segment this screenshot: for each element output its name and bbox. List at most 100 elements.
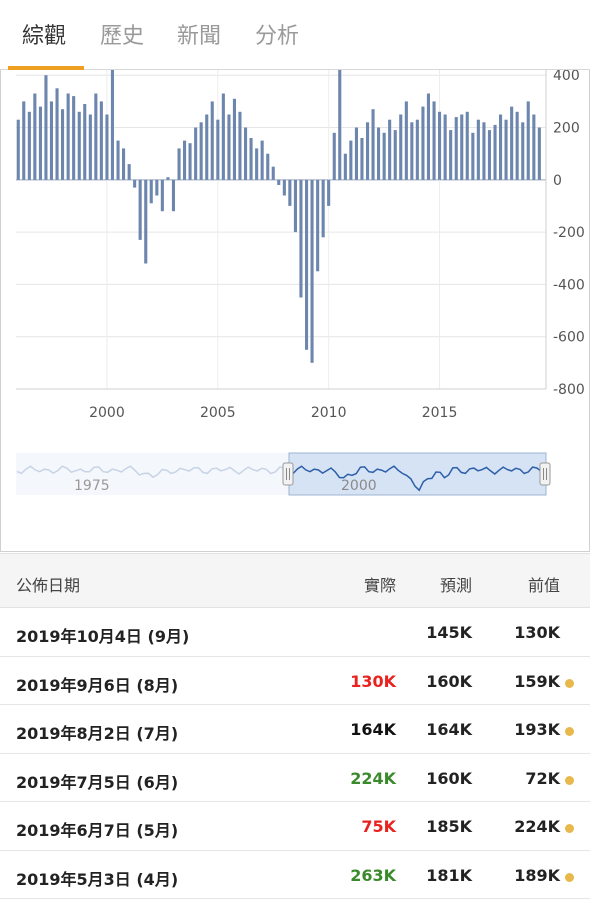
bar[interactable]	[354, 127, 358, 180]
bar[interactable]	[77, 111, 81, 180]
bar[interactable]	[454, 117, 458, 180]
bar[interactable]	[149, 179, 153, 204]
bar[interactable]	[255, 148, 259, 180]
bar[interactable]	[410, 122, 414, 180]
bar[interactable]	[205, 114, 209, 180]
bar[interactable]	[55, 88, 59, 180]
bar[interactable]	[421, 106, 425, 180]
tab-analysis[interactable]: 分析	[255, 24, 300, 49]
navigator-right-handle[interactable]	[539, 462, 551, 486]
bar[interactable]	[288, 179, 292, 206]
bar[interactable]	[321, 179, 325, 238]
revision-dot-icon[interactable]	[565, 775, 574, 785]
bar[interactable]	[526, 101, 530, 180]
table-row[interactable]: 2019年10月4日 (9月) 145K 130K	[0, 608, 590, 657]
bar[interactable]	[299, 179, 303, 298]
bar[interactable]	[171, 179, 175, 212]
bar[interactable]	[415, 119, 419, 180]
bar[interactable]	[382, 132, 386, 180]
bar[interactable]	[216, 119, 220, 180]
bar[interactable]	[238, 111, 242, 180]
bar[interactable]	[327, 179, 331, 206]
table-row[interactable]: 2019年6月7日 (5月) 75K 185K 224K	[0, 802, 590, 851]
bar[interactable]	[271, 166, 275, 180]
bar[interactable]	[83, 104, 87, 180]
bar[interactable]	[426, 93, 430, 180]
bar[interactable]	[515, 111, 519, 180]
bar[interactable]	[504, 119, 508, 180]
bar[interactable]	[44, 75, 48, 180]
revision-dot-icon[interactable]	[565, 872, 574, 882]
bar[interactable]	[249, 138, 253, 180]
bar[interactable]	[471, 132, 475, 180]
bar[interactable]	[305, 179, 309, 350]
bar[interactable]	[338, 70, 342, 180]
bar[interactable]	[266, 153, 270, 180]
bar[interactable]	[105, 114, 109, 180]
bar[interactable]	[94, 93, 98, 180]
bar[interactable]	[493, 124, 497, 180]
bar[interactable]	[244, 127, 248, 180]
range-navigator[interactable]: 1975 2000	[16, 452, 551, 496]
bar[interactable]	[476, 119, 480, 180]
bar[interactable]	[133, 179, 137, 188]
bar[interactable]	[33, 93, 37, 180]
bar[interactable]	[537, 127, 541, 180]
tab-news[interactable]: 新聞	[177, 24, 222, 49]
bar[interactable]	[38, 106, 42, 180]
bar[interactable]	[460, 114, 464, 180]
bar[interactable]	[99, 101, 103, 180]
tab-overview[interactable]: 綜觀	[22, 24, 67, 49]
bar[interactable]	[449, 130, 453, 180]
bar[interactable]	[72, 96, 76, 180]
bar[interactable]	[127, 164, 131, 180]
bar[interactable]	[260, 140, 264, 180]
bar[interactable]	[61, 109, 65, 180]
tab-history[interactable]: 歷史	[100, 24, 145, 49]
bar[interactable]	[360, 138, 364, 180]
bar[interactable]	[166, 177, 170, 180]
bar[interactable]	[399, 114, 403, 180]
bar[interactable]	[465, 111, 469, 180]
table-row[interactable]: 2019年7月5日 (6月) 224K 160K 72K	[0, 754, 590, 802]
bar[interactable]	[438, 111, 442, 180]
bar[interactable]	[293, 179, 297, 233]
bar[interactable]	[27, 111, 31, 180]
table-row[interactable]: 2019年5月3日 (4月) 263K 181K 189K	[0, 851, 590, 899]
bar[interactable]	[232, 98, 236, 180]
bar[interactable]	[388, 119, 392, 180]
bar[interactable]	[332, 132, 336, 180]
bar[interactable]	[499, 114, 503, 180]
table-row[interactable]: 2019年9月6日 (8月) 130K 160K 159K	[0, 657, 590, 705]
bar[interactable]	[521, 122, 525, 180]
bar[interactable]	[371, 109, 375, 180]
bar[interactable]	[49, 101, 53, 180]
bar[interactable]	[138, 179, 142, 240]
revision-dot-icon[interactable]	[565, 824, 574, 833]
bar[interactable]	[366, 122, 370, 180]
bar[interactable]	[432, 101, 436, 180]
bar[interactable]	[443, 114, 447, 180]
table-row[interactable]: 2019年8月2日 (7月) 164K 164K 193K	[0, 705, 590, 754]
bar[interactable]	[377, 127, 381, 180]
bar[interactable]	[221, 93, 225, 180]
bar[interactable]	[316, 179, 320, 272]
bar[interactable]	[210, 101, 214, 180]
bar[interactable]	[487, 130, 491, 180]
bar[interactable]	[155, 179, 159, 196]
bar[interactable]	[66, 93, 70, 180]
bar[interactable]	[532, 114, 536, 180]
bar[interactable]	[144, 179, 148, 264]
bar[interactable]	[343, 153, 347, 180]
bar[interactable]	[404, 101, 408, 180]
bar[interactable]	[188, 143, 192, 180]
bar[interactable]	[88, 114, 92, 180]
bar[interactable]	[183, 140, 187, 180]
navigator-left-handle[interactable]	[282, 462, 294, 486]
revision-dot-icon[interactable]	[565, 678, 574, 688]
bar[interactable]	[282, 179, 286, 196]
bar[interactable]	[116, 140, 120, 180]
bar[interactable]	[110, 70, 114, 180]
revision-dot-icon[interactable]	[565, 727, 574, 736]
